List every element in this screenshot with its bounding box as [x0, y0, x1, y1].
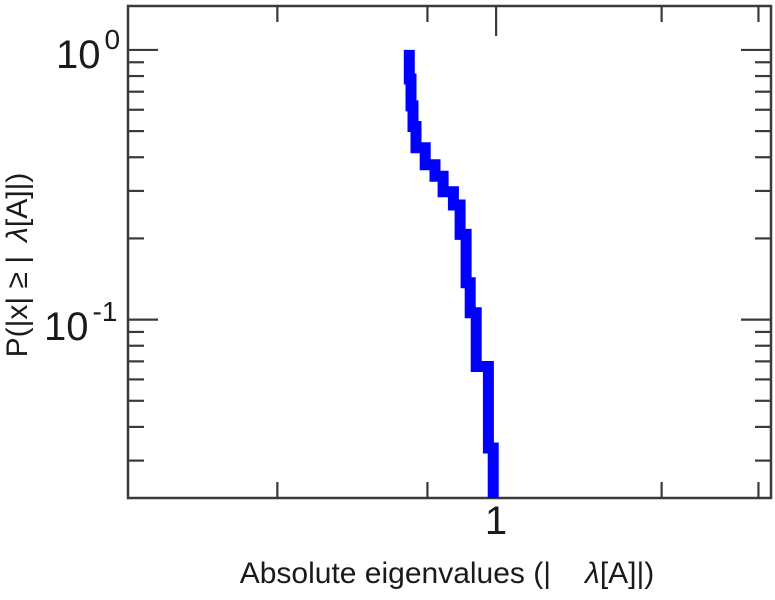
y-axis-label-suffix: [A]|): [1, 173, 34, 227]
y-tick-label-1e-1-exponent: -1: [93, 296, 118, 327]
y-tick-label-1e0: 10 0: [56, 24, 120, 77]
x-axis-label-suffix: [A]|): [600, 557, 654, 590]
y-axis-label-lambda: λ: [1, 227, 34, 244]
x-tick-label-1: 1: [485, 499, 507, 543]
y-axis-label: P(|x| ≥ | λ[A]|): [1, 173, 34, 358]
x-axis-label-prefix: Absolute eigenvalues (|: [240, 557, 551, 590]
axis-ticks: [128, 6, 771, 498]
ccdf-step-curve: [403, 49, 499, 498]
y-tick-label-1e-1: 10 -1: [44, 296, 117, 349]
y-tick-label-1e0-base: 10: [56, 33, 101, 77]
y-tick-label-1e-1-base: 10: [44, 305, 89, 349]
y-axis-label-prefix: P(|x| ≥ |: [1, 256, 34, 358]
y-tick-label-1e0-exponent: 0: [105, 24, 121, 55]
x-axis-label-lambda: λ: [583, 557, 600, 590]
x-axis-label: Absolute eigenvalues (| λ[A]|): [240, 557, 655, 590]
plot-area-frame: [126, 4, 773, 500]
